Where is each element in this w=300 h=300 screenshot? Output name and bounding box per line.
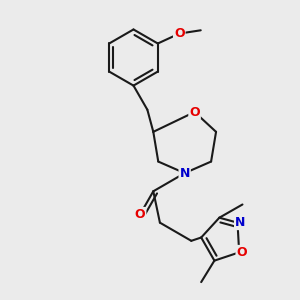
Text: O: O xyxy=(174,27,184,40)
Text: O: O xyxy=(236,246,247,259)
Text: O: O xyxy=(189,106,200,118)
Text: N: N xyxy=(235,216,245,229)
Text: N: N xyxy=(179,167,190,180)
Text: O: O xyxy=(135,208,146,221)
